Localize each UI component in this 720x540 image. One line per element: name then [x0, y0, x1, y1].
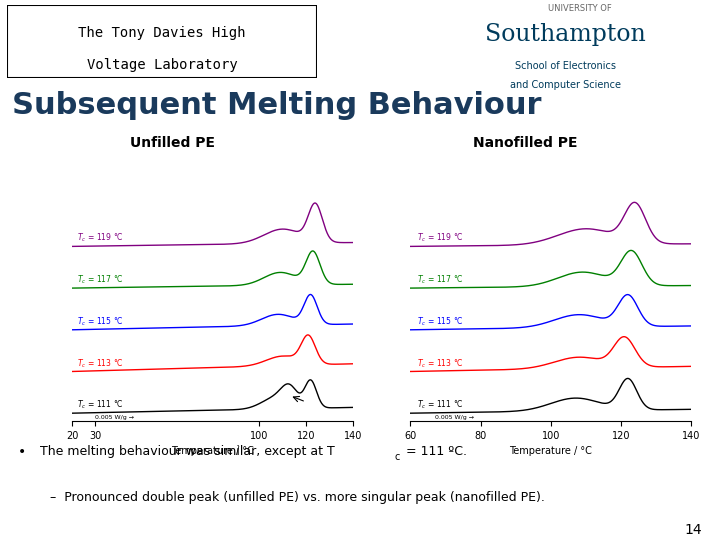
Text: School of Electronics: School of Electronics	[515, 62, 616, 71]
Text: Voltage Laboratory: Voltage Laboratory	[86, 58, 238, 72]
Text: = 111 ºC.: = 111 ºC.	[402, 445, 467, 458]
Text: Southampton: Southampton	[485, 23, 646, 46]
Text: $T_c$ = 113 °C: $T_c$ = 113 °C	[418, 357, 464, 369]
Text: 14: 14	[685, 523, 702, 537]
Text: The melting behaviour was similar, except at T: The melting behaviour was similar, excep…	[40, 445, 334, 458]
Text: c: c	[395, 452, 400, 462]
Text: The Tony Davies High: The Tony Davies High	[78, 26, 246, 40]
Text: $T_c$ = 117 °C: $T_c$ = 117 °C	[418, 274, 464, 286]
Text: $T_c$ = 115 °C: $T_c$ = 115 °C	[77, 315, 123, 328]
Text: $T_c$ = 115 °C: $T_c$ = 115 °C	[418, 315, 464, 328]
Text: •: •	[18, 445, 26, 459]
Text: Unfilled PE: Unfilled PE	[130, 136, 215, 150]
Text: Nanofilled PE: Nanofilled PE	[473, 136, 578, 150]
Text: 0.005 W/g →: 0.005 W/g →	[95, 415, 135, 420]
Text: and Computer Science: and Computer Science	[510, 80, 621, 90]
Text: 0.005 W/g →: 0.005 W/g →	[435, 415, 474, 420]
Text: UNIVERSITY OF: UNIVERSITY OF	[548, 4, 612, 14]
X-axis label: Temperature / °C: Temperature / °C	[171, 447, 254, 456]
Text: $T_c$ = 111 °C: $T_c$ = 111 °C	[77, 399, 123, 411]
Text: $T_c$ = 117 °C: $T_c$ = 117 °C	[77, 274, 123, 286]
Text: $T_c$ = 119 °C: $T_c$ = 119 °C	[77, 232, 123, 245]
Text: $T_c$ = 113 °C: $T_c$ = 113 °C	[77, 357, 123, 369]
X-axis label: Temperature / °C: Temperature / °C	[509, 447, 593, 456]
FancyBboxPatch shape	[7, 5, 317, 78]
Text: –  Pronounced double peak (unfilled PE) vs. more singular peak (nanofilled PE).: – Pronounced double peak (unfilled PE) v…	[50, 491, 545, 504]
Text: $T_c$ = 111 °C: $T_c$ = 111 °C	[418, 399, 464, 411]
Text: $T_c$ = 119 °C: $T_c$ = 119 °C	[418, 232, 464, 245]
Text: Subsequent Melting Behaviour: Subsequent Melting Behaviour	[12, 91, 542, 120]
